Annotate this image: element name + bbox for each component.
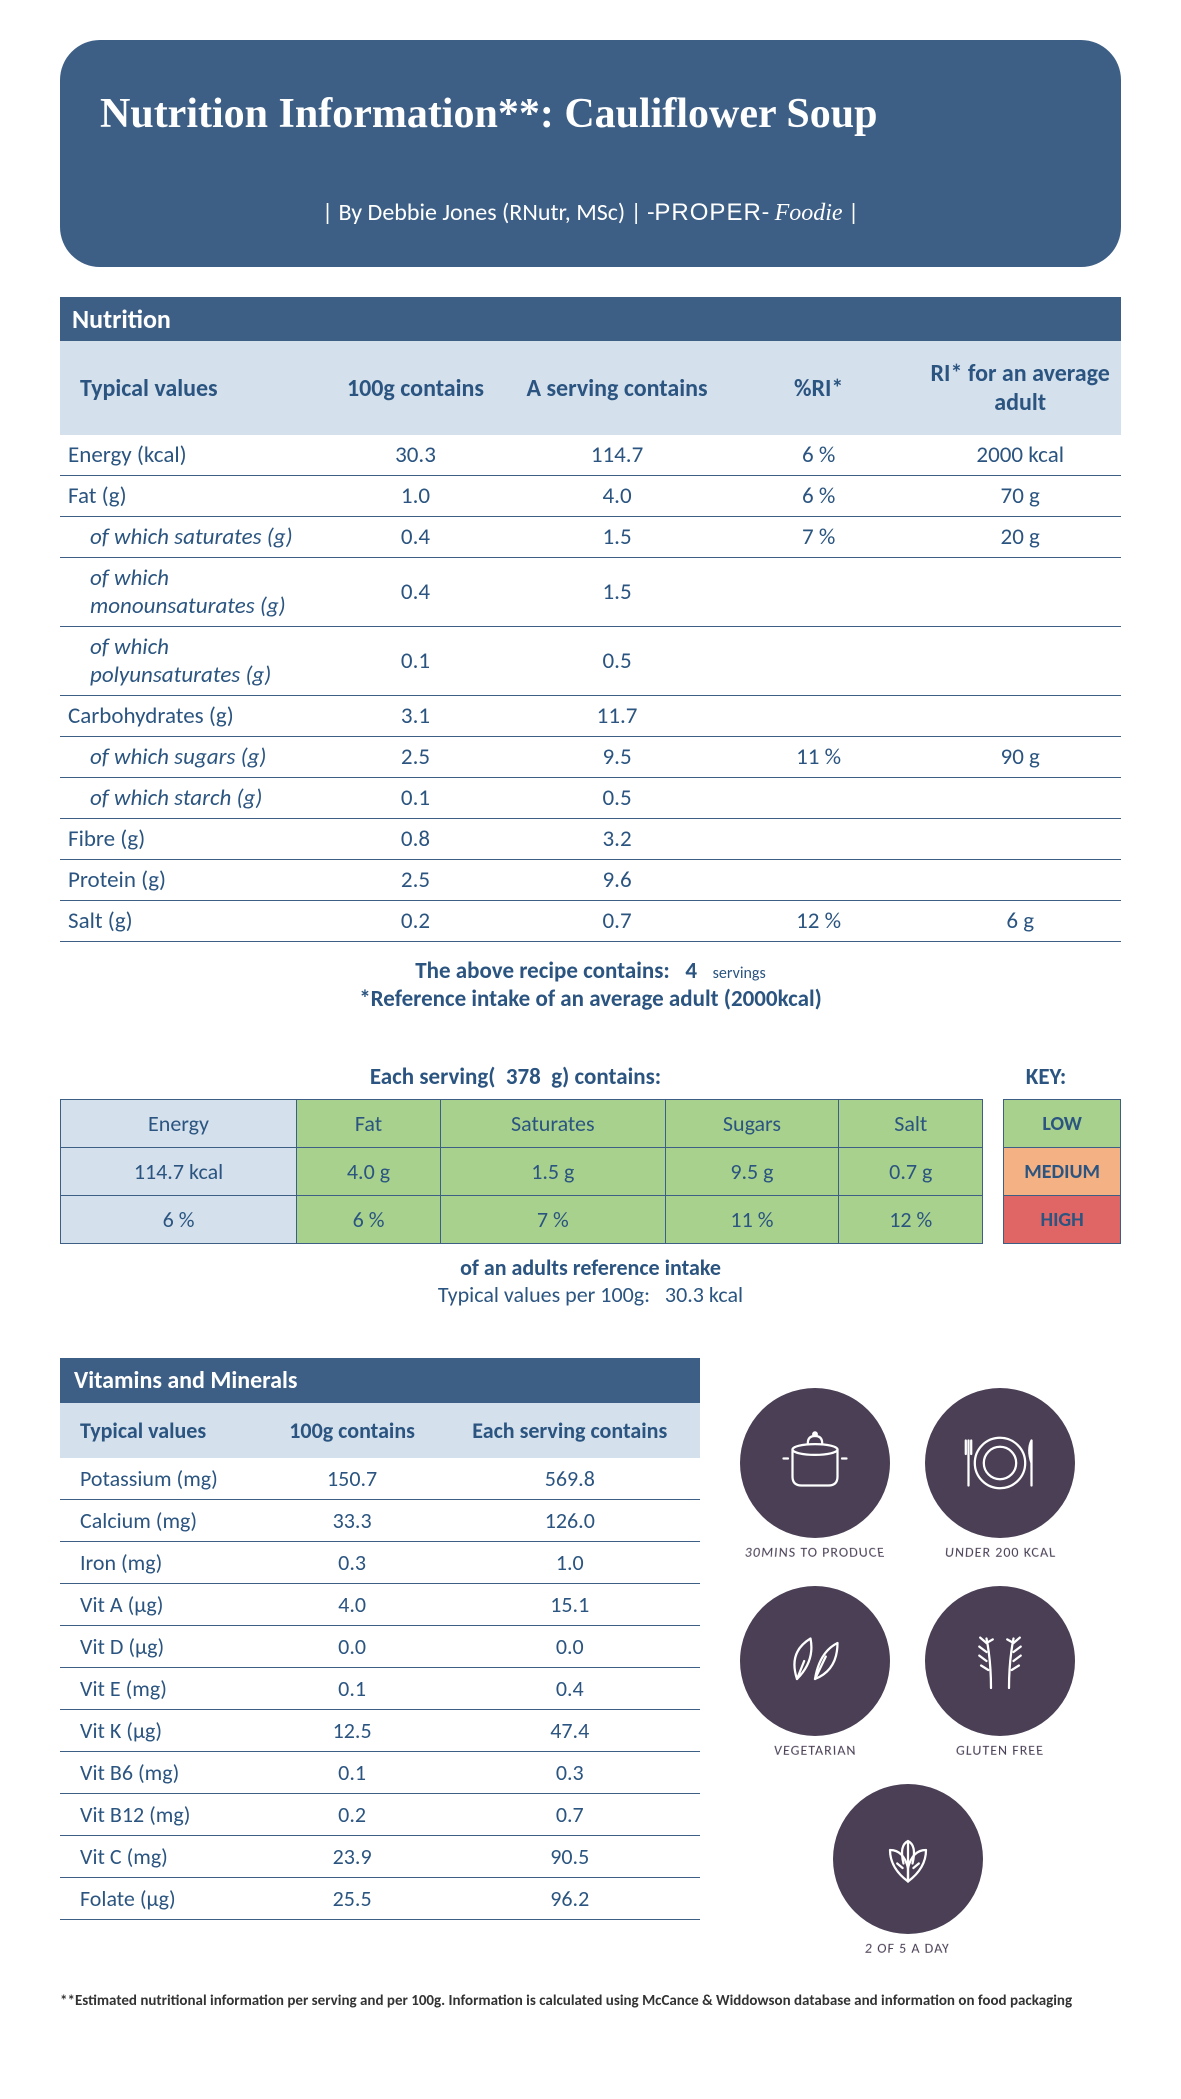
nutrition-table: Typical values100g containsA serving con… [60, 341, 1121, 942]
traffic-pct: 6 % [297, 1196, 441, 1244]
table-row: of which monounsaturates (g)0.41.5 [60, 558, 1121, 627]
key-low: LOW [1004, 1100, 1121, 1148]
vitamins-header: Vitamins and Minerals [60, 1358, 700, 1403]
traffic-label: Saturates [441, 1100, 666, 1148]
leaf-icon [740, 1586, 890, 1736]
table-row: of which polyunsaturates (g)0.10.5 [60, 627, 1121, 696]
brand-proper: PROPER [654, 199, 761, 226]
table-row: Salt (g)0.20.712 %6 g [60, 901, 1121, 942]
col-header: Each serving contains [440, 1403, 700, 1458]
table-row: Vit B6 (mg)0.10.3 [60, 1752, 700, 1794]
footnote: **Estimated nutritional information per … [60, 1992, 1121, 2010]
badge-label: GLUTEN FREE [955, 1743, 1044, 1759]
table-row: Protein (g)2.59.6 [60, 860, 1121, 901]
badge-plate: UNDER 200 KCAL [925, 1388, 1075, 1561]
col-header: Typical values [60, 341, 315, 435]
badge-grid: 30MINS TO PRODUCE UNDER 200 KCAL VEGETARIA… [740, 1358, 1075, 1957]
table-row: of which starch (g)0.10.5 [60, 778, 1121, 819]
traffic-footer: of an adults reference intake Typical va… [60, 1254, 1121, 1308]
nutrition-notes: The above recipe contains: 4 servings *R… [60, 957, 1121, 1013]
key-table: LOWMEDIUMHIGH [1003, 1099, 1121, 1244]
badge-label: VEGETARIAN [773, 1743, 857, 1759]
traffic-label: Fat [297, 1100, 441, 1148]
page-title: Nutrition Information**: Cauliflower Sou… [100, 90, 1081, 138]
byline: | By Debbie Jones (RNutr, MSc) | -PROPER… [100, 198, 1081, 227]
vitamins-table: Typical values100g containsEach serving … [60, 1403, 700, 1920]
traffic-light-section: Each serving( 378 g) contains: KEY: Ener… [60, 1063, 1121, 1308]
plate-icon [925, 1388, 1075, 1538]
key-high: HIGH [1004, 1196, 1121, 1244]
table-row: Vit E (mg)0.10.4 [60, 1668, 700, 1710]
table-row: Vit K (µg)12.547.4 [60, 1710, 700, 1752]
table-row: Vit B12 (mg)0.20.7 [60, 1794, 700, 1836]
table-row: Carbohydrates (g)3.111.7 [60, 696, 1121, 737]
table-row: Fibre (g)0.83.2 [60, 819, 1121, 860]
traffic-pct: 6 % [61, 1196, 297, 1244]
table-row: of which saturates (g)0.41.57 %20 g [60, 517, 1121, 558]
nutrition-header: Nutrition [60, 297, 1121, 341]
traffic-value: 1.5 g [441, 1148, 666, 1196]
badge-leaf: VEGETARIAN [740, 1586, 890, 1759]
traffic-value: 0.7 g [839, 1148, 983, 1196]
badge-pot: 30MINS TO PRODUCE [740, 1388, 890, 1561]
table-row: Energy (kcal)30.3114.76 %2000 kcal [60, 435, 1121, 476]
brand-foodie: Foodie [775, 200, 843, 226]
col-header: RI* for an average adult [919, 341, 1121, 435]
pot-icon [740, 1388, 890, 1538]
table-row: Vit A (µg)4.015.1 [60, 1584, 700, 1626]
nutrition-section: Nutrition Typical values100g containsA s… [60, 297, 1121, 1013]
traffic-pct: 12 % [839, 1196, 983, 1244]
badge-label: 2 OF 5 A DAY [864, 1941, 950, 1957]
col-header: 100g contains [265, 1403, 440, 1458]
traffic-table: EnergyFatSaturatesSugarsSalt 114.7 kcal4.… [60, 1099, 983, 1244]
table-row: Fat (g)1.04.06 %70 g [60, 476, 1121, 517]
table-row: of which sugars (g)2.59.511 %90 g [60, 737, 1121, 778]
badge-label: UNDER 200 KCAL [944, 1545, 1057, 1561]
table-row: Vit C (mg)23.990.5 [60, 1836, 700, 1878]
badge-leaves: 2 OF 5 A DAY [740, 1784, 1075, 1957]
col-header: Typical values [60, 1403, 265, 1458]
traffic-value: 114.7 kcal [61, 1148, 297, 1196]
badge-wheat: GLUTEN FREE [925, 1586, 1075, 1759]
traffic-value: 9.5 g [665, 1148, 839, 1196]
table-row: Vit D (µg)0.00.0 [60, 1626, 700, 1668]
traffic-pct: 11 % [665, 1196, 839, 1244]
vitamins-section: Vitamins and Minerals Typical values100g… [60, 1358, 700, 1920]
wheat-icon [925, 1586, 1075, 1736]
col-header: %RI* [718, 341, 920, 435]
key-header: KEY: [971, 1063, 1121, 1091]
traffic-header: Each serving( 378 g) contains: [60, 1063, 971, 1091]
hero-banner: Nutrition Information**: Cauliflower Sou… [60, 40, 1121, 267]
traffic-pct: 7 % [441, 1196, 666, 1244]
col-header: A serving contains [516, 341, 718, 435]
badge-label: 30MINS TO PRODUCE [744, 1545, 886, 1561]
traffic-label: Sugars [665, 1100, 839, 1148]
traffic-label: Salt [839, 1100, 983, 1148]
table-row: Calcium (mg)33.3126.0 [60, 1500, 700, 1542]
table-row: Iron (mg)0.31.0 [60, 1542, 700, 1584]
table-row: Folate (µg)25.596.2 [60, 1878, 700, 1920]
col-header: 100g contains [315, 341, 517, 435]
leaves-icon [833, 1784, 983, 1934]
key-medium: MEDIUM [1004, 1148, 1121, 1196]
traffic-label: Energy [61, 1100, 297, 1148]
table-row: Potassium (mg)150.7569.8 [60, 1458, 700, 1500]
traffic-value: 4.0 g [297, 1148, 441, 1196]
